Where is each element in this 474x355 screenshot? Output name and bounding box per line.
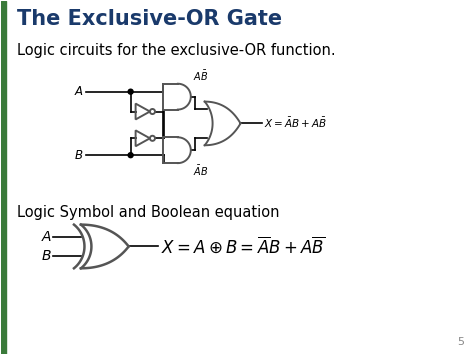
Text: A: A <box>42 230 51 244</box>
Text: $A\bar{B}$: $A\bar{B}$ <box>193 69 208 83</box>
Text: Logic circuits for the exclusive-OR function.: Logic circuits for the exclusive-OR func… <box>17 43 336 58</box>
Text: B: B <box>75 149 83 162</box>
Text: Logic Symbol and Boolean equation: Logic Symbol and Boolean equation <box>17 205 280 220</box>
Text: B: B <box>42 249 51 263</box>
Text: $X = \bar{A}B + A\bar{B}$: $X = \bar{A}B + A\bar{B}$ <box>264 116 327 131</box>
Text: The Exclusive-OR Gate: The Exclusive-OR Gate <box>17 9 283 29</box>
Text: $\bar{A}B$: $\bar{A}B$ <box>193 164 208 178</box>
Text: A: A <box>75 85 83 98</box>
Circle shape <box>128 153 133 158</box>
Text: $X = A \oplus B = \overline{A}B + A\overline{B}$: $X = A \oplus B = \overline{A}B + A\over… <box>162 236 326 257</box>
Circle shape <box>128 89 133 94</box>
Bar <box>1 1 6 354</box>
Text: 5: 5 <box>458 337 465 347</box>
